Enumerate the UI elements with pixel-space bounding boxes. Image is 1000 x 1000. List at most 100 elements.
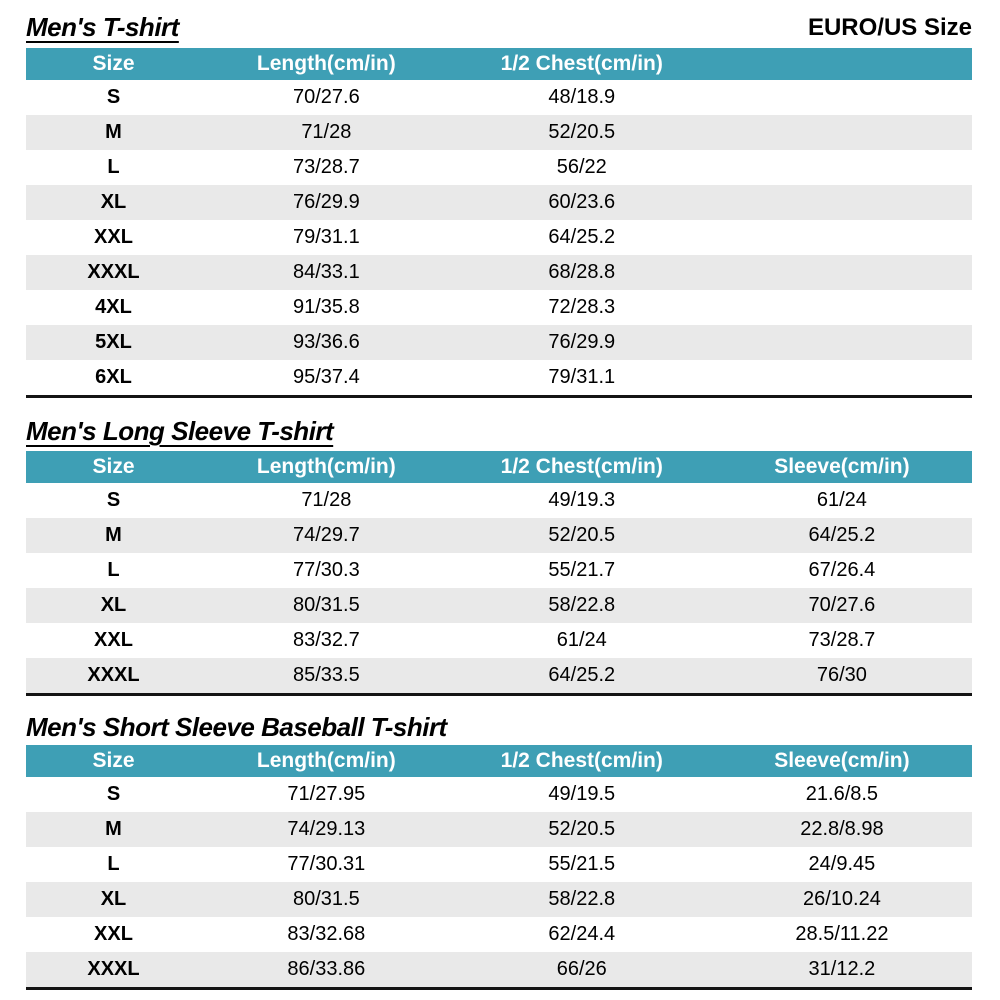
mens-long-sleeve-section: Men's Long Sleeve T-shirt Size Length(cm/… — [26, 416, 972, 697]
measurement-cell: 49/19.5 — [548, 782, 616, 805]
measurement-cell: 80/31.5 — [292, 594, 360, 617]
size-cell: M — [105, 120, 122, 143]
measurement-cell: 64/25.2 — [548, 225, 616, 248]
size-cell: L — [107, 852, 120, 875]
measurement-cell: 70/27.6 — [808, 594, 876, 617]
size-cell: L — [107, 155, 120, 178]
measurement-cell: 58/22.8 — [548, 594, 616, 617]
measurement-cell: 74/29.7 — [292, 524, 360, 547]
table-row: S 71/27.95 49/19.5 21.6/8.5 — [26, 777, 972, 812]
measurement-cell: 84/33.1 — [292, 260, 360, 283]
column-header: Length(cm/in) — [201, 47, 452, 80]
measurement-cell: 60/23.6 — [548, 190, 616, 213]
measurement-cell: 74/29.13 — [287, 817, 366, 840]
table-row: S 71/28 49/19.3 61/24 — [26, 483, 972, 518]
size-cell: XL — [100, 887, 127, 910]
table-row: L 73/28.7 56/22 — [26, 150, 972, 185]
mens-baseball-section: Men's Short Sleeve Baseball T-shirt Size… — [26, 713, 972, 990]
measurement-cell: 55/21.5 — [548, 852, 616, 875]
mens-tshirt-section: Size Length(cm/in) 1/2 Chest(cm/in) S 70/27… — [26, 47, 972, 398]
column-header: 1/2 Chest(cm/in) — [451, 47, 712, 80]
header-row: Size Length(cm/in) 1/2 Chest(cm/in) Sleeve(… — [26, 744, 972, 777]
size-cell: XL — [100, 594, 127, 617]
measurement-cell: 22.8/8.98 — [800, 817, 884, 840]
size-cell: XXXL — [87, 957, 140, 980]
measurement-cell: 83/32.68 — [287, 922, 366, 945]
size-cell: 5XL — [95, 330, 132, 353]
table-row: XXL 83/32.7 61/24 73/28.7 — [26, 623, 972, 658]
measurement-cell: 26/10.24 — [802, 887, 881, 910]
measurement-cell: 85/33.5 — [292, 664, 360, 687]
measurement-cell: 68/28.8 — [548, 260, 616, 283]
mens-long-sleeve-size-table: Size Length(cm/in) 1/2 Chest(cm/in) Sleeve(… — [26, 451, 972, 697]
measurement-cell: 79/31.1 — [292, 225, 360, 248]
table-title-mens-baseball: Men's Short Sleeve Baseball T-shirt — [26, 712, 447, 743]
size-cell: XXXL — [87, 664, 140, 687]
table-row: 5XL 93/36.6 76/29.9 — [26, 324, 972, 360]
measurement-cell — [712, 255, 972, 290]
size-cell: 4XL — [95, 295, 132, 318]
size-cell: S — [106, 489, 121, 512]
table-row: 4XL 91/35.8 72/28.3 — [26, 290, 972, 325]
table-title-mens-tshirt: Men's T-shirt — [26, 12, 179, 42]
table-row: 6XL 95/37.4 79/31.1 — [26, 360, 972, 397]
measurement-cell — [712, 150, 972, 185]
measurement-cell: 79/31.1 — [548, 365, 616, 388]
table-row: M 74/29.13 52/20.5 22.8/8.98 — [26, 811, 972, 847]
table-row: XXXL 85/33.5 64/25.2 76/30 — [26, 658, 972, 695]
measurement-cell: 67/26.4 — [808, 559, 876, 582]
table-body: S 71/27.95 49/19.5 21.6/8.5 M 74/29.13 52/20.5… — [26, 777, 972, 989]
measurement-cell: 80/31.5 — [292, 887, 360, 910]
table-row: M 71/28 52/20.5 — [26, 114, 972, 150]
table-header: Size Length(cm/in) 1/2 Chest(cm/in) Sleeve(… — [26, 744, 972, 777]
mens-baseball-size-table: Size Length(cm/in) 1/2 Chest(cm/in) Sleeve(… — [26, 744, 972, 990]
table-header: Size Length(cm/in) 1/2 Chest(cm/in) — [26, 47, 972, 80]
size-cell: S — [106, 782, 121, 805]
size-cell: XXXL — [87, 260, 140, 283]
measurement-cell: 24/9.45 — [808, 852, 876, 875]
measurement-cell: 62/24.4 — [548, 922, 616, 945]
table-row: L 77/30.3 55/21.7 67/26.4 — [26, 553, 972, 588]
size-standard-label: EURO/US Size — [807, 14, 972, 42]
size-cell: S — [106, 85, 121, 108]
measurement-cell: 83/32.7 — [292, 629, 360, 652]
table-row: XL 80/31.5 58/22.8 70/27.6 — [26, 588, 972, 624]
measurement-cell: 77/30.31 — [287, 852, 366, 875]
table-row: L 77/30.31 55/21.5 24/9.45 — [26, 847, 972, 882]
header-row: Size Length(cm/in) 1/2 Chest(cm/in) Sleeve(… — [26, 451, 972, 484]
size-cell: XXL — [94, 629, 133, 652]
column-header: Size — [26, 451, 201, 484]
mens-tshirt-size-table: Size Length(cm/in) 1/2 Chest(cm/in) S 70/27… — [26, 47, 972, 398]
measurement-cell: 21.6/8.5 — [805, 782, 879, 805]
column-header: Size — [26, 744, 201, 777]
measurement-cell: 76/30 — [816, 664, 867, 687]
measurement-cell: 73/28.7 — [292, 155, 360, 178]
measurement-cell: 52/20.5 — [548, 120, 616, 143]
table-body: S 71/28 49/19.3 61/24 M 74/29.7 52/20.5 64/25.2… — [26, 483, 972, 695]
measurement-cell — [712, 115, 972, 150]
table-row: S 70/27.6 48/18.9 — [26, 80, 972, 115]
measurement-cell: 77/30.3 — [292, 559, 360, 582]
measurement-cell: 71/27.95 — [287, 782, 366, 805]
size-cell: M — [105, 817, 122, 840]
measurement-cell — [712, 325, 972, 360]
measurement-cell: 52/20.5 — [548, 817, 616, 840]
table-row: XXL 79/31.1 64/25.2 — [26, 220, 972, 255]
table-header: Size Length(cm/in) 1/2 Chest(cm/in) Sleeve(… — [26, 451, 972, 484]
column-header: 1/2 Chest(cm/in) — [451, 451, 712, 484]
measurement-cell: 28.5/11.22 — [795, 922, 889, 945]
size-cell: M — [105, 524, 122, 547]
measurement-cell: 64/25.2 — [548, 664, 616, 687]
measurement-cell: 73/28.7 — [808, 629, 876, 652]
measurement-cell: 76/29.9 — [548, 330, 616, 353]
measurement-cell: 70/27.6 — [292, 85, 360, 108]
measurement-cell — [712, 290, 972, 325]
measurement-cell — [712, 185, 972, 220]
table-row: XXL 83/32.68 62/24.4 28.5/11.22 — [26, 917, 972, 952]
measurement-cell: 93/36.6 — [292, 330, 360, 353]
column-header: Sleeve(cm/in) — [711, 451, 972, 484]
page-header: Men's T-shirt EURO/US Size — [26, 13, 972, 42]
size-cell: 6XL — [95, 365, 132, 388]
table-row: XXXL 86/33.86 66/26 31/12.2 — [26, 951, 972, 989]
